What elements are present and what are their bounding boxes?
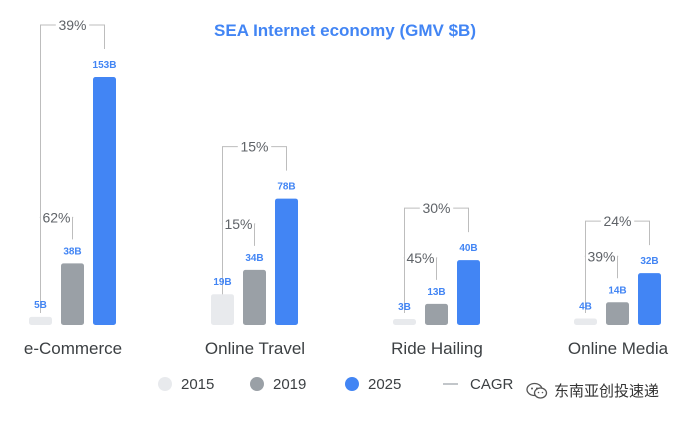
legend-swatch-2025: [345, 377, 359, 391]
bar-2015-2: [393, 319, 416, 325]
cagr-inner-label: 45%: [406, 250, 434, 266]
bar-2025-3: [638, 273, 661, 325]
value-label: 40B: [459, 243, 477, 254]
value-label: 38B: [63, 246, 81, 257]
cagr-outer-label: 39%: [58, 17, 86, 33]
bar-2025-2: [457, 260, 480, 325]
legend-label: 2025: [368, 376, 401, 393]
value-label: 34B: [245, 253, 263, 264]
cagr-inner-label: 15%: [224, 216, 252, 232]
cagr-bracket-inner: [39, 216, 74, 295]
legend-swatch-2019: [250, 377, 264, 391]
watermark-text: 东南亚创投速递: [554, 382, 660, 400]
bars: [29, 77, 661, 325]
bar-2015-1: [211, 294, 234, 325]
bar-2015-0: [29, 316, 52, 325]
cagr-inner-label: 62%: [42, 209, 70, 225]
value-label: 13B: [427, 287, 445, 298]
value-label: 78B: [277, 182, 295, 193]
category-label: Online Travel: [205, 339, 305, 358]
value-label: 14B: [608, 285, 626, 296]
legend-label: 2015: [181, 376, 214, 393]
bar-2025-1: [275, 198, 298, 325]
cagr-bracket-inner: [584, 255, 619, 295]
bar-2019-0: [61, 263, 84, 325]
value-label: 3B: [398, 302, 411, 313]
cagr-inner-label: 39%: [587, 248, 615, 264]
category-labels: e-Commerce Online Travel Ride Hailing Onlin…: [24, 339, 669, 358]
cagr-brackets: 39% 62% 15% 15% 30% 45% 24% 39%: [39, 17, 650, 313]
cagr-outer-label: 24%: [603, 213, 631, 229]
cagr-bracket-inner: [403, 257, 438, 295]
value-label: 5B: [34, 300, 47, 311]
category-label: e-Commerce: [24, 339, 122, 358]
cagr-outer-label: 15%: [240, 139, 268, 155]
legend-label: 2019: [273, 376, 306, 393]
value-label: 4B: [579, 302, 592, 313]
watermark: 东南亚创投速递: [526, 380, 659, 401]
value-label: 153B: [93, 60, 117, 71]
value-label: 32B: [640, 256, 658, 267]
bar-2015-3: [574, 318, 597, 325]
cagr-bracket-inner: [221, 223, 256, 295]
bar-2019-3: [606, 302, 629, 325]
category-label: Ride Hailing: [391, 339, 483, 358]
wechat-icon: [526, 382, 548, 399]
category-label: Online Media: [568, 339, 669, 358]
bar-2025-0: [93, 77, 116, 325]
legend: 2015 2019 2025 CAGR: [158, 376, 514, 393]
cagr-outer-label: 30%: [422, 200, 450, 216]
bar-2019-1: [243, 269, 266, 325]
chart-title: SEA Internet economy (GMV $B): [214, 21, 476, 40]
legend-swatch-2015: [158, 377, 172, 391]
legend-label: CAGR: [470, 376, 514, 393]
value-label: 19B: [213, 277, 231, 288]
value-labels: 5B 38B 153B 19B 34B 78B 3B 13B 40B 4B 14B 32B: [34, 60, 659, 313]
bar-2019-2: [425, 303, 448, 325]
